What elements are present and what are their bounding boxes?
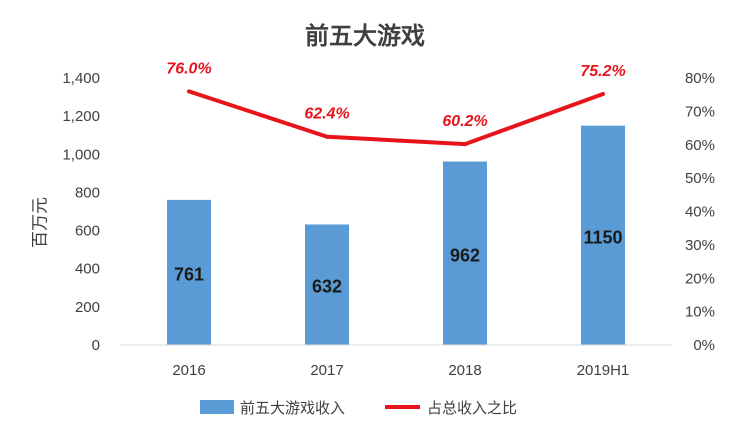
y-tick-label: 400 — [75, 261, 100, 278]
y-tick-label: 1,000 — [62, 146, 100, 163]
legend-bar-swatch — [200, 400, 234, 414]
y2-tick-label: 30% — [685, 237, 715, 254]
x-tick-label: 2016 — [172, 362, 205, 379]
line-point — [187, 89, 191, 94]
y2-tick-label: 20% — [685, 270, 715, 287]
y2-tick-label: 50% — [685, 170, 715, 187]
chart-title: 前五大游戏 — [305, 22, 425, 50]
line-data-label: 75.2% — [580, 63, 625, 80]
x-tick-label: 2017 — [310, 362, 343, 379]
y2-tick-label: 0% — [693, 337, 715, 354]
y2-tick-label: 70% — [685, 103, 715, 120]
bar — [305, 224, 349, 345]
bar — [167, 199, 211, 345]
bar-data-label: 1150 — [583, 227, 622, 247]
y-tick-label: 0 — [92, 337, 100, 354]
line-data-label: 60.2% — [442, 113, 487, 130]
ratio-line — [188, 89, 604, 147]
x-tick-label: 2018 — [448, 362, 481, 379]
y-tick-label: 800 — [75, 184, 100, 201]
bar — [581, 125, 625, 345]
y2-tick-label: 80% — [685, 70, 715, 87]
line-point — [601, 92, 605, 97]
bar — [443, 161, 487, 345]
y-tick-label: 600 — [75, 223, 100, 240]
y-tick-label: 1,200 — [62, 108, 100, 125]
line-data-label: 76.0% — [166, 60, 211, 77]
line-data-label: 62.4% — [304, 106, 349, 123]
y2-tick-label: 40% — [685, 204, 715, 221]
y-tick-label: 200 — [75, 299, 100, 316]
line-point — [463, 142, 467, 147]
y2-tick-label: 60% — [685, 137, 715, 154]
legend-line-label: 占总收入之比 — [427, 400, 517, 417]
bar-data-label: 962 — [450, 245, 480, 265]
y-tick-label: 1,400 — [62, 70, 100, 87]
legend-bar-label: 前五大游戏收入 — [240, 400, 345, 417]
line-point — [325, 134, 329, 139]
bar-data-label: 632 — [312, 277, 342, 297]
x-tick-label: 2019H1 — [577, 362, 630, 379]
bar-data-label: 761 — [174, 264, 204, 284]
y2-tick-label: 10% — [685, 304, 715, 321]
